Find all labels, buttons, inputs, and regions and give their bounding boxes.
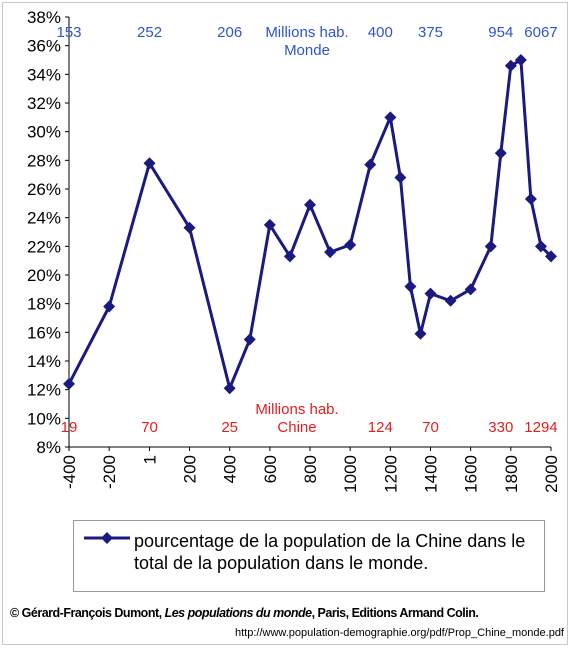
data-point xyxy=(344,238,357,251)
x-tick-label: 1400 xyxy=(422,455,441,493)
data-point xyxy=(484,240,497,253)
annotation-label: Millions hab. xyxy=(265,24,348,41)
y-tick-label: 32% xyxy=(27,94,61,113)
data-point xyxy=(304,198,316,211)
credit-prefix: © Gérard-François Dumont, xyxy=(10,606,165,620)
y-tick-label: 18% xyxy=(27,295,61,314)
data-point xyxy=(504,59,517,72)
annotation-value: 252 xyxy=(137,24,162,41)
annotation-value: 25 xyxy=(221,419,238,436)
line-chart: 8% 10% 12% 14% 16% 18% 20% 22% 24% 26% 28% 30% 32% 34… xyxy=(27,8,561,493)
data-point xyxy=(444,294,457,307)
data-point xyxy=(243,333,256,346)
y-tick-label: 12% xyxy=(27,381,61,400)
data-point xyxy=(464,283,477,296)
y-tick-label: 10% xyxy=(27,409,61,428)
source-credit: © Gérard-François Dumont, Les population… xyxy=(10,606,479,620)
data-point xyxy=(103,300,116,313)
x-tick-label: 1 xyxy=(141,455,160,464)
y-axis-ticks: 8% 10% 12% 14% 16% 18% 20% 22% 24% 26% 28% 30% 32% 34… xyxy=(27,8,69,457)
annotation-value: 954 xyxy=(488,24,513,41)
y-tick-label: 34% xyxy=(27,65,61,84)
data-point xyxy=(424,287,437,300)
data-point xyxy=(494,147,507,160)
y-tick-label: 20% xyxy=(27,266,61,285)
y-tick-label: 24% xyxy=(27,209,61,228)
annotation-value: 19 xyxy=(61,419,78,436)
annotation-label: Monde xyxy=(284,42,330,59)
x-tick-label: 1200 xyxy=(381,455,400,493)
data-point xyxy=(364,158,377,171)
y-tick-label: 22% xyxy=(27,237,61,256)
y-tick-label: 8% xyxy=(36,438,61,457)
credit-book-title: Les populations du monde xyxy=(164,606,313,620)
x-tick-label: 200 xyxy=(181,455,200,483)
x-tick-label: 1000 xyxy=(341,455,360,493)
data-point xyxy=(514,54,527,66)
annotation-label: Millions hab. xyxy=(255,401,338,418)
annotation-value: 70 xyxy=(422,419,439,436)
annotation-value: 400 xyxy=(368,24,393,41)
y-tick-label: 26% xyxy=(27,180,61,199)
chart-axes xyxy=(68,17,551,448)
legend-series-label: pourcentage de la population de la Chine… xyxy=(134,531,526,573)
credit-suffix: , Paris, Editions Armand Colin. xyxy=(311,606,479,620)
y-tick-label: 14% xyxy=(27,352,61,371)
annotation-value: 330 xyxy=(488,419,513,436)
x-tick-label: 2000 xyxy=(542,455,561,493)
data-point xyxy=(524,193,537,206)
series-layer xyxy=(63,54,557,395)
series-line xyxy=(67,58,553,390)
x-tick-label: 1600 xyxy=(462,455,481,493)
data-point xyxy=(404,280,417,293)
data-point xyxy=(545,250,557,263)
annotation-value: 124 xyxy=(368,419,393,436)
annotation-value: 6067 xyxy=(524,24,557,41)
data-point xyxy=(394,171,407,184)
annotation-value: 375 xyxy=(418,24,443,41)
data-point xyxy=(283,250,296,263)
annotation-value: 70 xyxy=(141,419,158,436)
x-tick-label: 800 xyxy=(301,455,320,483)
x-tick-label: -400 xyxy=(60,455,79,489)
y-tick-label: 30% xyxy=(27,123,61,142)
x-tick-label: 1800 xyxy=(502,455,521,493)
data-point xyxy=(324,246,337,259)
data-point xyxy=(263,218,276,231)
x-tick-label: 400 xyxy=(221,455,240,483)
x-axis-ticks: -400 -200 1 200 400 600 800 1000 1200 1400 1600 180… xyxy=(60,447,561,493)
annotation-value: 153 xyxy=(56,24,81,41)
data-point xyxy=(534,240,547,253)
legend: pourcentage de la population de la Chine… xyxy=(73,520,545,592)
x-tick-label: -200 xyxy=(100,455,119,489)
data-point xyxy=(143,157,156,170)
annotation-value: 1294 xyxy=(524,419,557,436)
data-point xyxy=(223,382,236,395)
y-tick-label: 28% xyxy=(27,151,61,170)
y-tick-label: 16% xyxy=(27,323,61,342)
y-tick-label: 36% xyxy=(27,37,61,56)
annotation-label: Chine xyxy=(277,419,316,436)
legend-marker xyxy=(84,532,130,544)
x-tick-label: 600 xyxy=(261,455,280,483)
data-point xyxy=(384,111,397,124)
data-point xyxy=(183,221,196,234)
data-point xyxy=(414,327,427,340)
source-url: http://www.population-demographie.org/pd… xyxy=(235,627,564,639)
annotation-value: 206 xyxy=(217,24,242,41)
data-point xyxy=(63,377,75,390)
y-tick-label: 38% xyxy=(27,8,61,27)
